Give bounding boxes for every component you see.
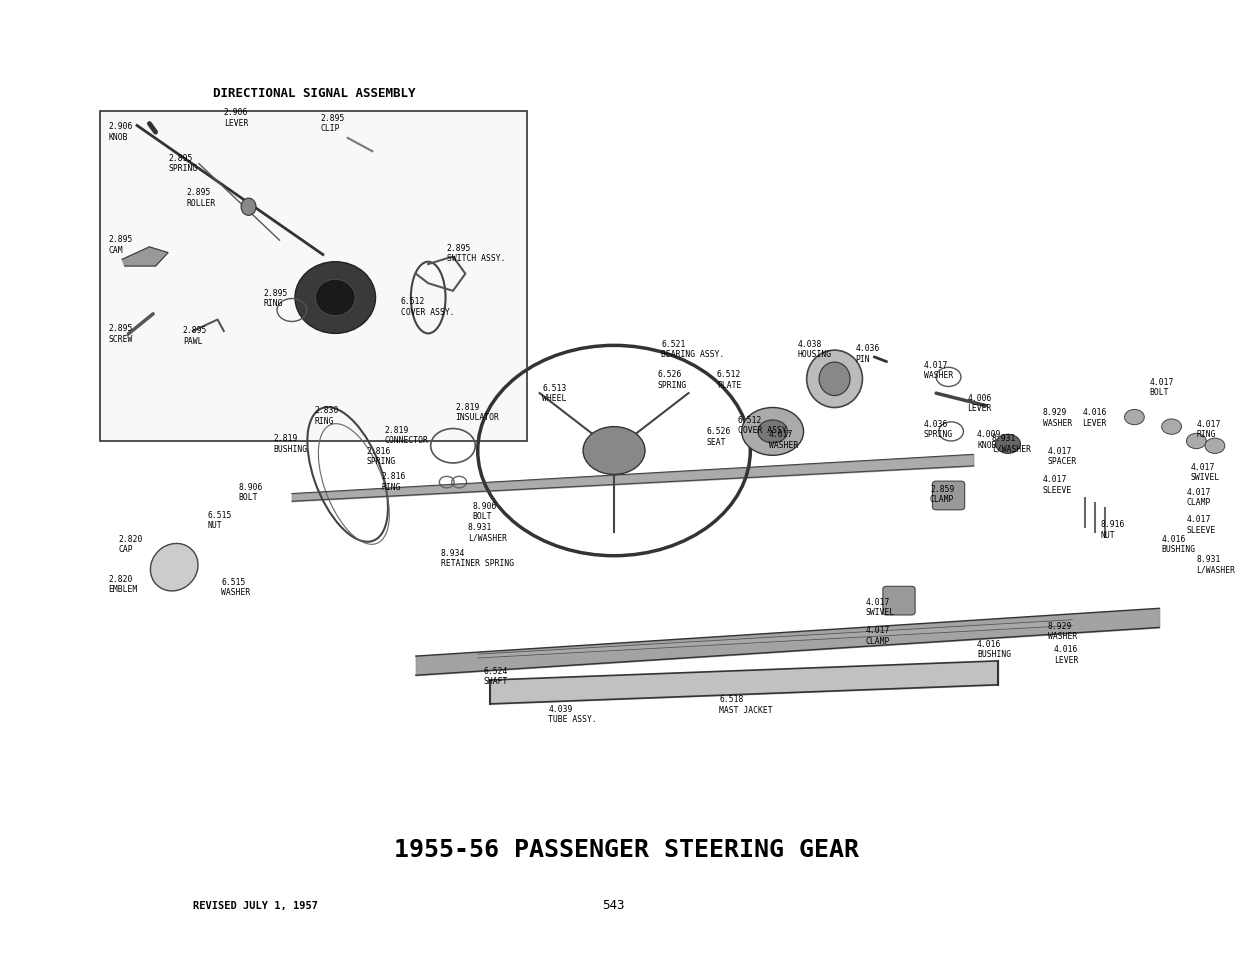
Text: 4.038
HOUSING: 4.038 HOUSING [797,339,832,359]
Ellipse shape [294,263,376,334]
Text: 4.017
SLEEVE: 4.017 SLEEVE [1042,475,1073,494]
Text: 6.518
MAST JACKET: 6.518 MAST JACKET [719,695,773,714]
Text: 4.017
CLAMP: 4.017 CLAMP [1187,487,1210,507]
Bar [100,112,528,442]
Text: 4.017
SPACER: 4.017 SPACER [1048,446,1076,465]
Text: 4.016
BUSHING: 4.016 BUSHING [977,640,1011,659]
Circle shape [742,408,803,455]
Text: 2.895
PAWL: 2.895 PAWL [183,326,207,345]
Circle shape [1162,420,1182,435]
Text: 2.895
RING: 2.895 RING [263,289,288,308]
Text: 2.816
RING: 2.816 RING [381,472,406,491]
Text: 8.931
L/WASHER: 8.931 L/WASHER [467,522,506,542]
Text: 8.934
RETAINER SPRING: 8.934 RETAINER SPRING [441,548,514,568]
Text: 2.830
RING: 2.830 RING [315,406,338,425]
Text: 6.526
SPRING: 6.526 SPRING [658,370,687,390]
Text: 2.859
CLAMP: 2.859 CLAMP [930,484,955,504]
Text: 6.512
COVER ASSY.: 6.512 COVER ASSY. [738,416,792,435]
Ellipse shape [819,362,850,396]
Circle shape [1187,434,1207,450]
Polygon shape [122,248,168,266]
Text: 8.906
BOLT: 8.906 BOLT [472,502,497,521]
FancyBboxPatch shape [883,586,915,615]
Text: 4.009
KNOB: 4.009 KNOB [977,430,1001,450]
Text: 4.016
LEVER: 4.016 LEVER [1083,408,1106,427]
Text: REVISED JULY 1, 1957: REVISED JULY 1, 1957 [193,900,318,910]
Circle shape [758,421,787,444]
Text: 8.929
WASHER: 8.929 WASHER [1048,621,1076,641]
Text: 2.820
CAP: 2.820 CAP [119,534,143,553]
Text: DIRECTIONAL SIGNAL ASSEMBLY: DIRECTIONAL SIGNAL ASSEMBLY [213,86,416,100]
Text: 8.931
L/WASHER: 8.931 L/WASHER [992,434,1031,453]
Text: 2.895
CLIP: 2.895 CLIP [321,113,345,133]
Text: 6.515
WASHER: 6.515 WASHER [222,577,251,596]
Text: 2.819
CONNECTOR: 2.819 CONNECTOR [385,425,429,445]
Text: 4.017
SWIVEL: 4.017 SWIVEL [1190,462,1219,482]
Text: 2.906
KNOB: 2.906 KNOB [109,122,133,141]
Text: 4.017
CLAMP: 4.017 CLAMP [866,626,890,645]
Text: 543: 543 [601,898,624,911]
Text: 2.819
INSULATOR: 2.819 INSULATOR [455,402,500,422]
Text: 4.017
SLEEVE: 4.017 SLEEVE [1187,515,1215,534]
Text: 4.036
SPRING: 4.036 SPRING [923,420,954,439]
Ellipse shape [807,351,862,408]
Ellipse shape [150,544,198,591]
Text: 2.895
ROLLER: 2.895 ROLLER [187,188,216,207]
Ellipse shape [316,280,355,317]
Text: 2.895
SCREW: 2.895 SCREW [109,324,133,343]
Text: 2.906
LEVER: 2.906 LEVER [224,108,248,127]
Text: 4.036
PIN: 4.036 PIN [856,344,880,363]
Text: 6.512
COVER ASSY.: 6.512 COVER ASSY. [401,297,455,317]
Text: 6.524
SHAFT: 6.524 SHAFT [484,666,509,685]
Text: 4.017
SWIVEL: 4.017 SWIVEL [866,597,895,616]
Text: 4.017
RING: 4.017 RING [1197,420,1220,439]
Text: 6.526
SEAT: 6.526 SEAT [707,427,732,447]
FancyBboxPatch shape [932,482,965,511]
Text: 4.016
LEVER: 4.016 LEVER [1054,644,1079,664]
Text: 2.895
SPRING: 2.895 SPRING [168,154,197,173]
Text: 2.820
EMBLEM: 2.820 EMBLEM [109,575,138,594]
Circle shape [996,435,1020,453]
Text: 6.513
WHEEL: 6.513 WHEEL [543,383,566,402]
Text: 8.929
WASHER: 8.929 WASHER [1042,408,1073,427]
Ellipse shape [241,199,256,216]
Circle shape [1205,439,1225,453]
Text: 6.512
PLATE: 6.512 PLATE [717,370,742,390]
Text: 6.521
BEARING ASSY.: 6.521 BEARING ASSY. [662,339,724,359]
Text: 2.819
BUSHING: 2.819 BUSHING [273,434,307,453]
Text: 2.895
SWITCH ASSY.: 2.895 SWITCH ASSY. [447,243,505,263]
Text: 4.016
BUSHING: 4.016 BUSHING [1162,534,1195,553]
Text: 4.017
WASHER: 4.017 WASHER [923,360,954,380]
Text: 2.816
SPRING: 2.816 SPRING [366,446,396,465]
Text: 6.515
NUT: 6.515 NUT [208,510,232,529]
Text: 2.895
CAM: 2.895 CAM [109,235,133,255]
Text: 1955-56 PASSENGER STEERING GEAR: 1955-56 PASSENGER STEERING GEAR [393,837,858,861]
Text: 4.039
TUBE ASSY.: 4.039 TUBE ASSY. [549,704,598,724]
Text: 8.931
L/WASHER: 8.931 L/WASHER [1197,554,1235,574]
Text: 4.006
LEVER: 4.006 LEVER [967,393,991,413]
Text: 4.017
WASHER: 4.017 WASHER [769,430,798,450]
Text: 4.017
BOLT: 4.017 BOLT [1149,377,1174,396]
Text: 8.906
BOLT: 8.906 BOLT [238,483,263,502]
Text: 8.916
NUT: 8.916 NUT [1101,519,1125,539]
Circle shape [583,427,645,475]
Circle shape [1124,410,1144,425]
